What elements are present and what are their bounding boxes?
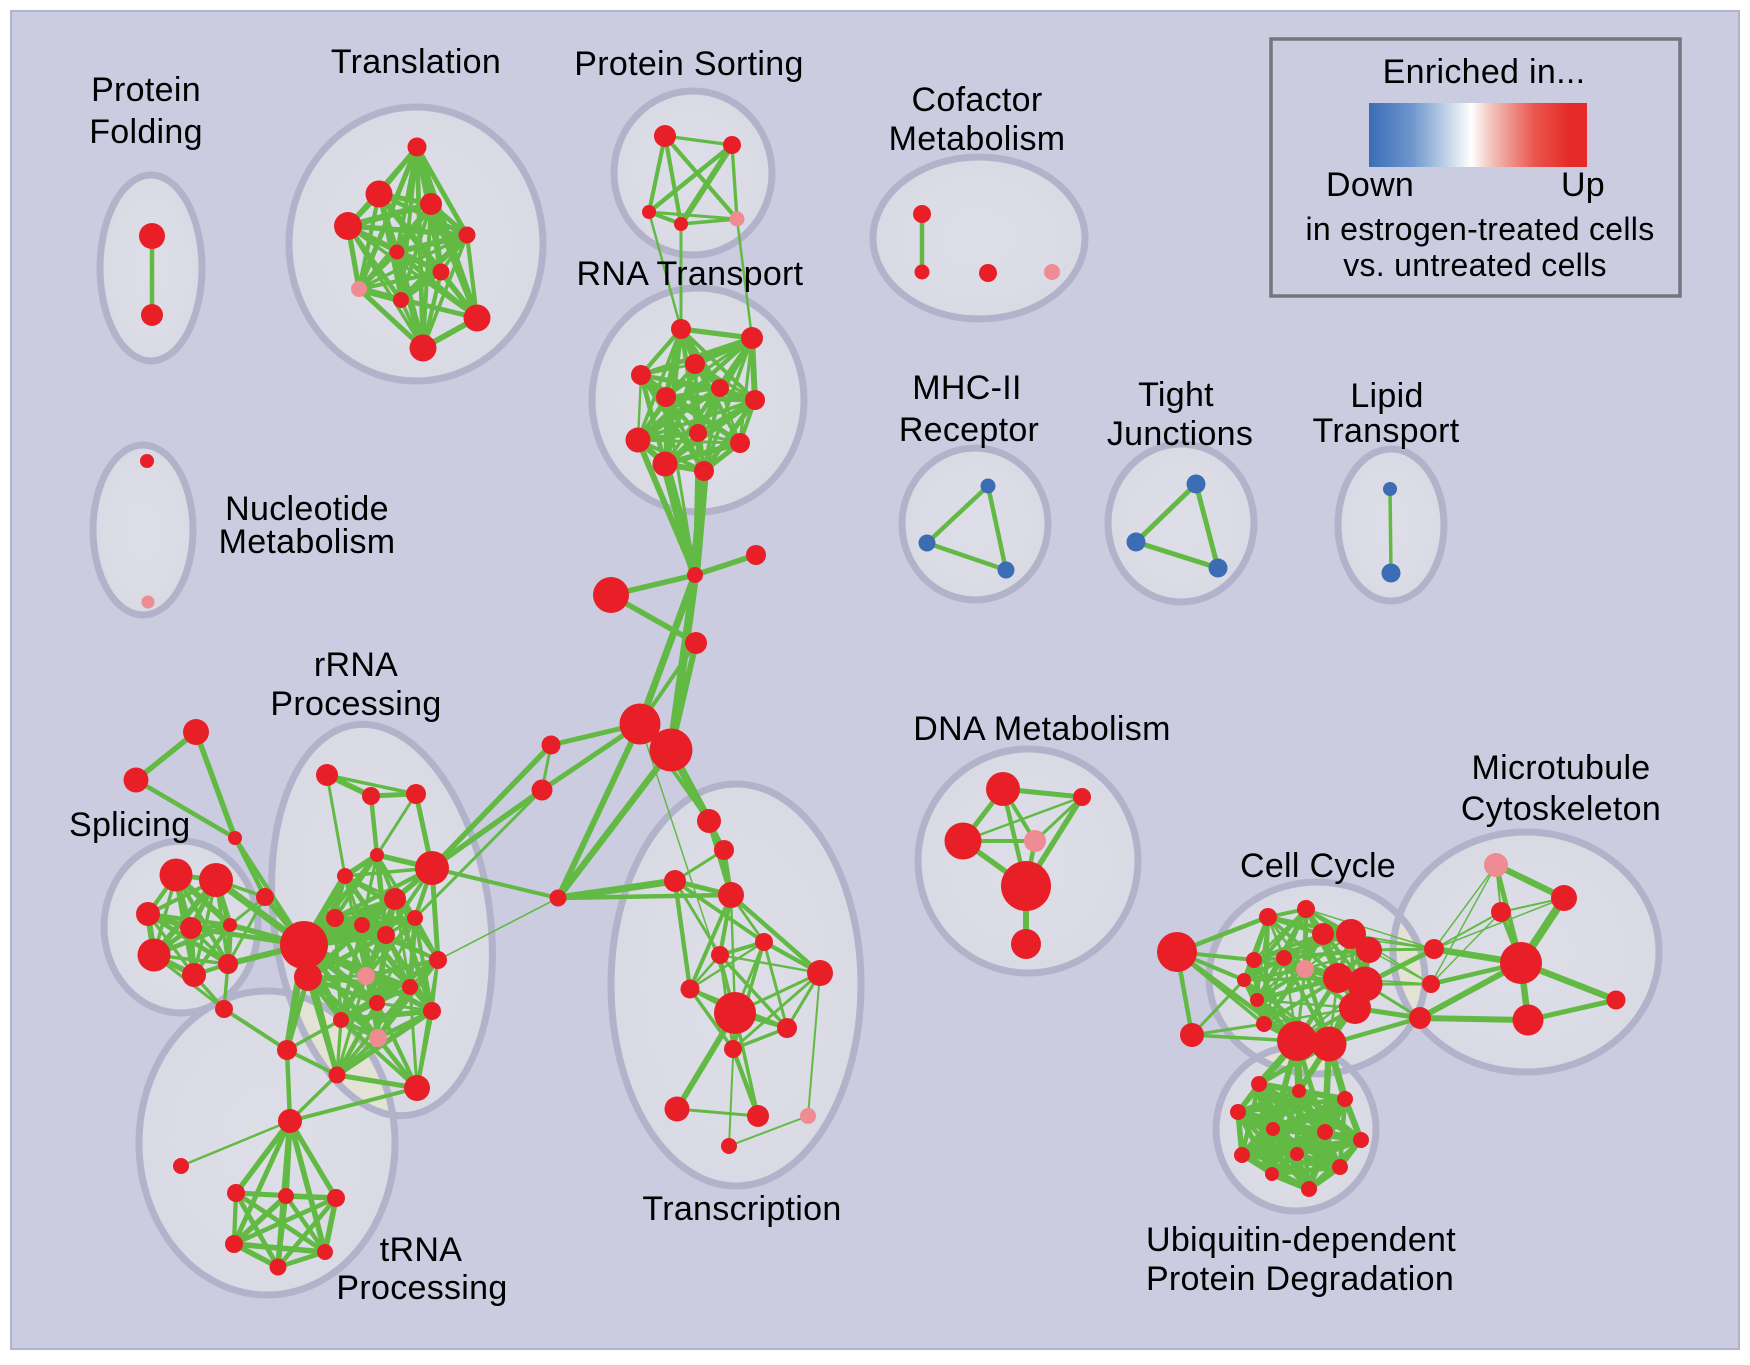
svg-text:Lipid: Lipid bbox=[1350, 377, 1423, 415]
svg-text:Cytoskeleton: Cytoskeleton bbox=[1461, 790, 1661, 828]
svg-text:Cell Cycle: Cell Cycle bbox=[1240, 847, 1396, 885]
svg-text:Ubiquitin-dependent: Ubiquitin-dependent bbox=[1146, 1221, 1456, 1259]
svg-text:DNA Metabolism: DNA Metabolism bbox=[913, 710, 1170, 748]
svg-text:rRNA: rRNA bbox=[314, 646, 398, 684]
svg-text:tRNA: tRNA bbox=[380, 1231, 462, 1269]
svg-text:Metabolism: Metabolism bbox=[219, 523, 396, 561]
svg-text:Metabolism: Metabolism bbox=[889, 120, 1066, 158]
svg-text:Processing: Processing bbox=[270, 685, 441, 723]
svg-text:RNA Transport: RNA Transport bbox=[577, 255, 804, 293]
svg-text:Protein Degradation: Protein Degradation bbox=[1146, 1260, 1454, 1298]
svg-text:Microtubule: Microtubule bbox=[1471, 749, 1650, 787]
svg-text:Splicing: Splicing bbox=[69, 806, 190, 844]
svg-text:Protein: Protein bbox=[91, 71, 201, 109]
svg-text:Processing: Processing bbox=[336, 1269, 507, 1307]
svg-text:Enriched in...: Enriched in... bbox=[1383, 53, 1586, 91]
svg-text:Tight: Tight bbox=[1138, 376, 1214, 414]
svg-text:Receptor: Receptor bbox=[899, 411, 1039, 449]
svg-text:Protein Sorting: Protein Sorting bbox=[574, 45, 803, 83]
svg-text:Transport: Transport bbox=[1313, 412, 1460, 450]
svg-text:Down: Down bbox=[1326, 166, 1414, 204]
svg-text:vs. untreated cells: vs. untreated cells bbox=[1343, 247, 1607, 283]
svg-text:Transcription: Transcription bbox=[642, 1190, 841, 1228]
svg-text:Folding: Folding bbox=[89, 113, 203, 151]
svg-text:Nucleotide: Nucleotide bbox=[225, 490, 389, 528]
svg-text:Cofactor: Cofactor bbox=[912, 81, 1043, 119]
svg-text:Junctions: Junctions bbox=[1107, 415, 1253, 453]
svg-text:Translation: Translation bbox=[331, 43, 501, 81]
svg-text:Up: Up bbox=[1561, 166, 1605, 204]
svg-text:MHC-II: MHC-II bbox=[912, 369, 1021, 407]
svg-text:in estrogen-treated cells: in estrogen-treated cells bbox=[1305, 211, 1654, 247]
